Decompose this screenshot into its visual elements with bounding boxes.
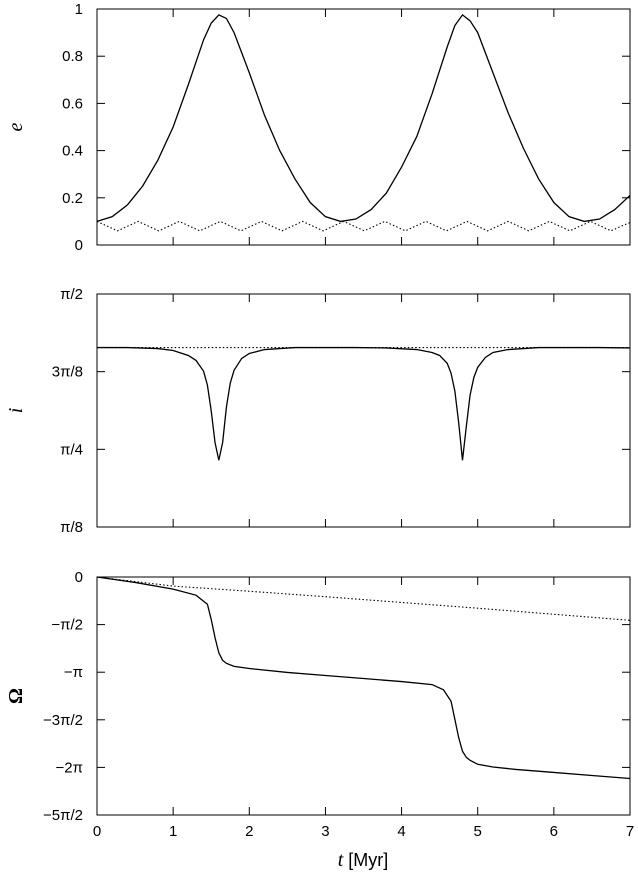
y-tick-label-omega: −π [64, 664, 83, 681]
panel-omega: 0 −π/2 −π −3π/2 −2π −5π/2 0 1 2 3 4 5 6 7 Ω [5, 569, 634, 840]
x-axis-label: t [Myr] [338, 849, 389, 871]
y-axis-label-e: e [5, 122, 27, 131]
y-tick-label-e: 0 [75, 237, 83, 254]
y-tick-label-e: 0.6 [62, 95, 83, 112]
x-tick-label: 5 [474, 823, 482, 840]
y-tick-label-i: 3π/8 [52, 364, 83, 381]
plot-frame-e [96, 8, 631, 246]
y-tick-label-i: π/2 [60, 286, 83, 303]
series-omega-solid-line [96, 576, 631, 780]
x-tick-label: 7 [626, 823, 634, 840]
series-i-solid-line [97, 346, 631, 461]
y-tick-label-e: 0.8 [62, 48, 83, 65]
x-axis-variable: t [338, 849, 344, 871]
y-tick-label-omega: −5π/2 [43, 807, 83, 824]
x-tick-label: 0 [93, 823, 101, 840]
panel-e: 0 0.2 0.4 0.6 0.8 1 e [5, 1, 631, 254]
x-tick-label: 6 [550, 823, 558, 840]
x-tick-label: 3 [321, 823, 329, 840]
y-tick-label-i: π/8 [60, 519, 83, 536]
y-axis-label-i: i [5, 408, 27, 414]
series-omega-dotted-line [96, 576, 631, 621]
x-tick-label: 1 [169, 823, 177, 840]
x-tick-label: 4 [397, 823, 405, 840]
y-tick-label-i: π/4 [60, 441, 83, 458]
series-e-solid-line [96, 13, 631, 223]
plot-frame-i [96, 293, 631, 528]
y-tick-label-omega: −3π/2 [43, 712, 83, 729]
plot-frame-omega [96, 576, 631, 816]
panel-i: π/8 π/4 3π/8 π/2 i [5, 286, 631, 536]
y-tick-label-omega: −π/2 [51, 617, 83, 634]
series-e-dotted-line [96, 220, 631, 232]
y-tick-label-e: 1 [75, 1, 83, 18]
x-axis-unit: [Myr] [348, 850, 388, 870]
y-tick-label-omega: −2π [56, 759, 83, 776]
x-tick-label: 2 [245, 823, 253, 840]
y-tick-label-e: 0.2 [62, 190, 83, 207]
y-tick-label-omega: 0 [75, 569, 83, 586]
y-tick-label-e: 0.4 [62, 143, 83, 160]
y-axis-label-omega: Ω [5, 688, 27, 704]
